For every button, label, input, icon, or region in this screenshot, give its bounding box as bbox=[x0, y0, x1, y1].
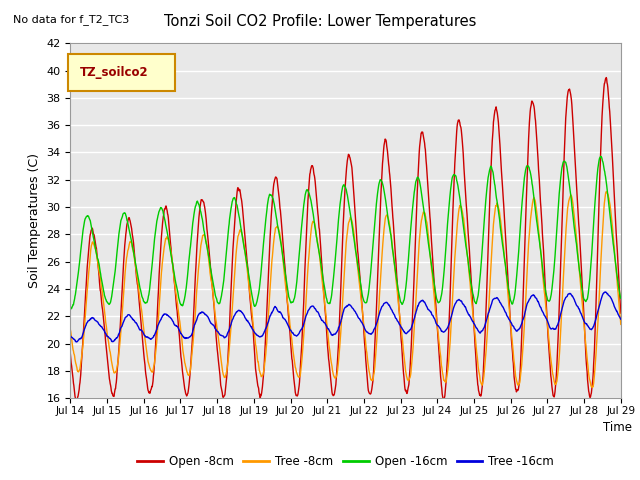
Tree -8cm bbox=[175, 317, 183, 323]
Tree -8cm bbox=[67, 327, 74, 333]
Open -16cm bbox=[596, 154, 604, 159]
Text: TZ_soilco2: TZ_soilco2 bbox=[80, 66, 149, 79]
Tree -8cm bbox=[602, 189, 610, 194]
Open -16cm bbox=[504, 277, 511, 283]
Open -16cm bbox=[552, 241, 559, 247]
Open -8cm bbox=[176, 338, 184, 344]
Tree -16cm bbox=[251, 330, 259, 336]
Y-axis label: Soil Temperatures (C): Soil Temperatures (C) bbox=[28, 153, 41, 288]
X-axis label: Time: Time bbox=[603, 421, 632, 434]
Open -16cm bbox=[189, 217, 197, 223]
Open -16cm bbox=[251, 302, 259, 308]
Line: Tree -8cm: Tree -8cm bbox=[70, 192, 621, 387]
Tree -16cm bbox=[617, 316, 625, 322]
Tree -8cm bbox=[552, 382, 559, 387]
Open -8cm bbox=[617, 310, 625, 316]
Text: Tonzi Soil CO2 Profile: Lower Temperatures: Tonzi Soil CO2 Profile: Lower Temperatur… bbox=[164, 14, 476, 29]
Text: No data for f_T2_TC3: No data for f_T2_TC3 bbox=[13, 14, 129, 25]
FancyBboxPatch shape bbox=[68, 54, 175, 91]
Tree -16cm bbox=[189, 327, 197, 333]
Tree -16cm bbox=[504, 313, 511, 319]
Open -16cm bbox=[67, 303, 74, 309]
Open -8cm bbox=[504, 262, 511, 267]
Line: Tree -16cm: Tree -16cm bbox=[70, 292, 621, 342]
Open -16cm bbox=[431, 288, 439, 294]
Open -8cm bbox=[552, 382, 559, 387]
Open -16cm bbox=[617, 295, 625, 301]
Legend: Open -8cm, Tree -8cm, Open -16cm, Tree -16cm: Open -8cm, Tree -8cm, Open -16cm, Tree -… bbox=[132, 450, 559, 473]
Line: Open -16cm: Open -16cm bbox=[70, 156, 621, 309]
Tree -8cm bbox=[431, 301, 439, 307]
Open -8cm bbox=[431, 294, 439, 300]
Tree -8cm bbox=[189, 343, 196, 348]
Tree -8cm bbox=[503, 277, 511, 283]
Tree -8cm bbox=[250, 330, 258, 336]
Open -8cm bbox=[189, 321, 197, 326]
Open -16cm bbox=[67, 306, 75, 312]
Open -16cm bbox=[176, 299, 184, 305]
Tree -16cm bbox=[72, 339, 80, 345]
Open -8cm bbox=[602, 75, 610, 81]
Open -8cm bbox=[73, 398, 81, 404]
Tree -16cm bbox=[601, 289, 609, 295]
Open -8cm bbox=[251, 353, 259, 359]
Open -8cm bbox=[67, 351, 74, 357]
Tree -16cm bbox=[176, 328, 184, 334]
Tree -16cm bbox=[431, 318, 439, 324]
Line: Open -8cm: Open -8cm bbox=[70, 78, 621, 401]
Tree -8cm bbox=[617, 322, 625, 327]
Tree -8cm bbox=[588, 384, 596, 390]
Tree -16cm bbox=[67, 333, 74, 339]
Tree -16cm bbox=[552, 326, 559, 332]
